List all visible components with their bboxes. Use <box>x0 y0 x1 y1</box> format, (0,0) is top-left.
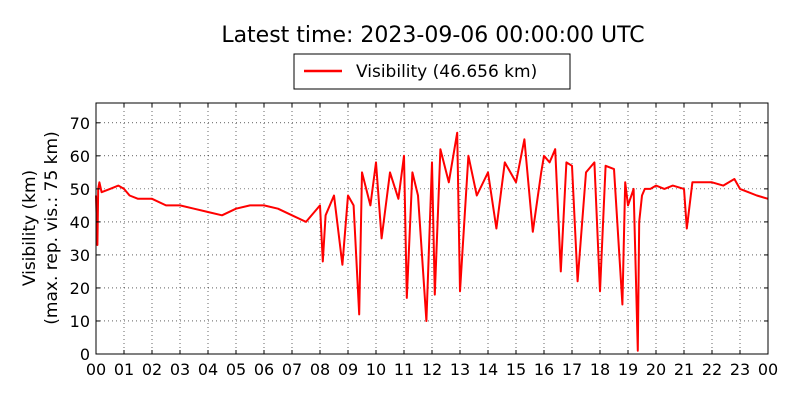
y-tick-label: 40 <box>70 213 90 232</box>
x-tick-label: 16 <box>534 360 554 379</box>
x-tick-label: 19 <box>618 360 638 379</box>
y-tick-label: 70 <box>70 114 90 133</box>
x-tick-label: 15 <box>506 360 526 379</box>
y-tick-label: 20 <box>70 279 90 298</box>
x-tick-label: 21 <box>674 360 694 379</box>
y-tick-label: 0 <box>80 345 90 364</box>
x-tick-label: 10 <box>366 360 386 379</box>
x-tick-label: 22 <box>702 360 722 379</box>
legend: Visibility (46.656 km) <box>293 53 571 90</box>
x-tick-label: 02 <box>142 360 162 379</box>
x-tick-label: 04 <box>198 360 218 379</box>
x-tick-label: 03 <box>170 360 190 379</box>
x-tick-label: 20 <box>646 360 666 379</box>
x-tick-label: 07 <box>282 360 302 379</box>
y-axis-ticks: 0 10 20 30 40 50 60 70 <box>70 114 768 364</box>
y-tick-label: 50 <box>70 180 90 199</box>
x-tick-label: 13 <box>450 360 470 379</box>
y-axis-label-line-1: Visibility (km) <box>20 170 40 286</box>
x-tick-label: 23 <box>730 360 750 379</box>
x-tick-label: 06 <box>254 360 274 379</box>
x-tick-label: 12 <box>422 360 442 379</box>
x-tick-label: 18 <box>590 360 610 379</box>
x-tick-label: 00 <box>86 360 106 379</box>
x-tick-label: 00 <box>758 360 778 379</box>
chart-title: Latest time: 2023-09-06 00:00:00 UTC <box>221 23 644 48</box>
y-tick-label: 30 <box>70 246 90 265</box>
x-tick-label: 08 <box>310 360 330 379</box>
x-tick-label: 05 <box>226 360 246 379</box>
plot-frame <box>95 102 769 355</box>
y-axis-label-line-2: (max. rep. vis.: 75 km) <box>42 131 62 324</box>
series-layer <box>95 131 769 352</box>
x-tick-label: 14 <box>478 360 498 379</box>
y-tick-label: 60 <box>70 147 90 166</box>
y-tick-label: 10 <box>70 312 90 331</box>
series-line-visibility <box>95 131 769 352</box>
x-tick-label: 01 <box>114 360 134 379</box>
x-tick-label: 17 <box>562 360 582 379</box>
x-axis-ticks: 00 01 02 03 04 05 06 07 08 09 10 11 12 13 14 15 16 17 18 19… <box>86 103 778 379</box>
x-tick-label: 11 <box>394 360 414 379</box>
y-axis-label: Visibility (km) (max. rep. vis.: 75 km) <box>20 131 62 324</box>
legend-label: Visibility (46.656 km) <box>356 62 537 82</box>
grid <box>96 103 768 354</box>
x-tick-label: 09 <box>338 360 358 379</box>
